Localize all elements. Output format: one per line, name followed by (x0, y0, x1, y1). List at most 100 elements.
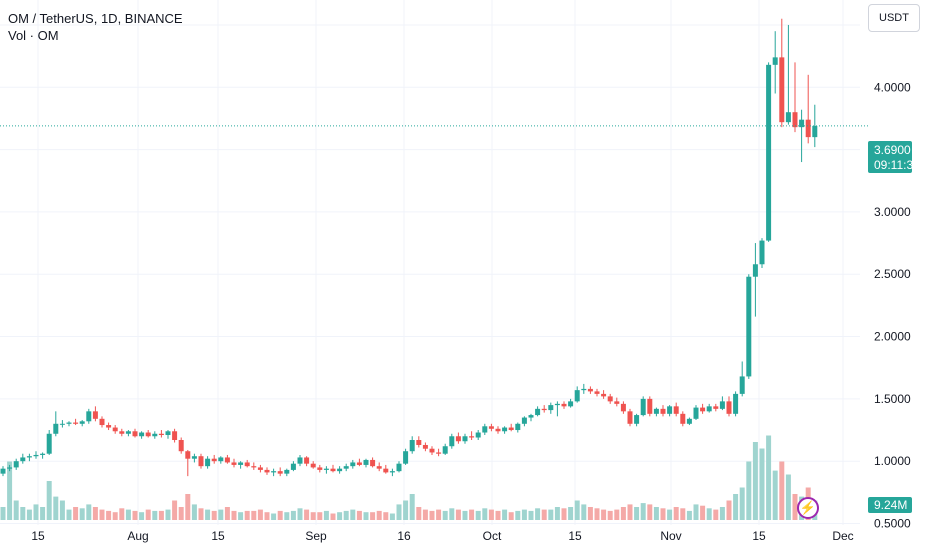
candle-body (323, 468, 329, 470)
volume-bar (422, 509, 428, 520)
candle-body (634, 415, 640, 424)
x-axis[interactable]: 15 Aug 15 Sep 16 Oct 15 Nov 15 Dec (31, 529, 853, 543)
candle (59, 420, 65, 428)
candle (587, 386, 593, 394)
volume-bar (178, 507, 184, 520)
candle-body (284, 469, 290, 474)
candle (805, 74, 811, 144)
volume-bar (383, 512, 389, 520)
candle-body (79, 421, 85, 424)
candle (528, 413, 534, 422)
candle (46, 430, 52, 455)
candle-body (502, 427, 508, 432)
candle (772, 31, 778, 94)
candle (515, 422, 521, 433)
y-tick-label: 2.0000 (874, 330, 911, 344)
candle (363, 458, 369, 468)
volume-bar (601, 509, 607, 520)
candle (132, 428, 138, 438)
volume-bar (99, 509, 105, 520)
candle (337, 466, 343, 474)
candle (158, 430, 164, 438)
candle (53, 411, 59, 437)
candle-body (7, 467, 13, 469)
volume-bar (26, 509, 32, 520)
volume-bar (713, 509, 719, 520)
candle (13, 458, 19, 470)
candle (554, 401, 560, 417)
x-tick-label: Oct (483, 529, 502, 543)
candle (673, 402, 679, 417)
candle (799, 109, 805, 163)
candle-body (594, 391, 600, 394)
candle (482, 423, 488, 436)
candle-body (528, 415, 534, 418)
candle-body (627, 411, 633, 424)
volume-bar (469, 509, 475, 520)
candle-body (152, 433, 158, 437)
symbol-title[interactable]: OM / TetherUS, 1D, BINANCE (8, 11, 183, 26)
volume-bar (508, 512, 514, 520)
candle (106, 422, 112, 431)
candle (244, 459, 250, 468)
candle (667, 405, 673, 417)
candle (323, 466, 329, 474)
volume-bar (594, 508, 600, 520)
candle-body (475, 432, 481, 438)
candle (680, 411, 686, 427)
candle (112, 425, 118, 434)
candle-body (568, 401, 574, 407)
volume-bar (772, 470, 778, 520)
candle (653, 407, 659, 417)
volume-bar (574, 500, 580, 520)
candle (172, 428, 178, 443)
volume-bars (0, 435, 818, 520)
volume-bar (271, 513, 277, 520)
candle (238, 461, 244, 469)
lightning-bolt-icon[interactable]: ⚡ (797, 497, 819, 519)
candle-body (799, 119, 805, 128)
candle-body (680, 413, 686, 424)
candle-body (112, 427, 118, 432)
candle-body (244, 462, 250, 467)
y-axis[interactable]: 4.50004.00003.50003.00002.50002.00001.50… (874, 18, 911, 531)
volume-bar (482, 508, 488, 520)
x-tick-label: 15 (31, 529, 45, 543)
candle-body (145, 432, 151, 437)
currency-button[interactable]: USDT (868, 4, 920, 32)
volume-bar (706, 508, 712, 520)
volume-bar (640, 503, 646, 520)
volume-tag-text: 9.24M (874, 498, 907, 512)
volume-bar (158, 510, 164, 520)
candle-body (20, 457, 26, 462)
candle-body (383, 468, 389, 473)
candle-body (508, 427, 514, 431)
candle-body (653, 408, 659, 414)
candle (614, 397, 620, 407)
candle (73, 418, 79, 426)
y-tick-label: 3.0000 (874, 205, 911, 219)
candle (224, 454, 230, 464)
candle-body (403, 451, 409, 464)
volume-bar (548, 509, 554, 520)
volume-bar (779, 461, 785, 520)
volume-bar (502, 509, 508, 520)
candle-body (356, 462, 362, 465)
candle-body (449, 436, 455, 447)
volume-bar (759, 448, 765, 520)
volume-bar (409, 494, 415, 520)
candle-body (792, 112, 798, 128)
volume-bar (554, 507, 560, 520)
candle (165, 430, 171, 439)
volume-indicator-label[interactable]: Vol · OM (8, 28, 59, 43)
candle-body (746, 276, 752, 377)
volume-bar (462, 510, 468, 520)
candle-body (185, 451, 191, 459)
volume-bar (264, 512, 270, 520)
candle-body (53, 423, 59, 434)
volume-bar (310, 512, 316, 520)
candle-body (779, 57, 785, 123)
volume-bar (475, 510, 481, 520)
candle-body (554, 403, 560, 406)
